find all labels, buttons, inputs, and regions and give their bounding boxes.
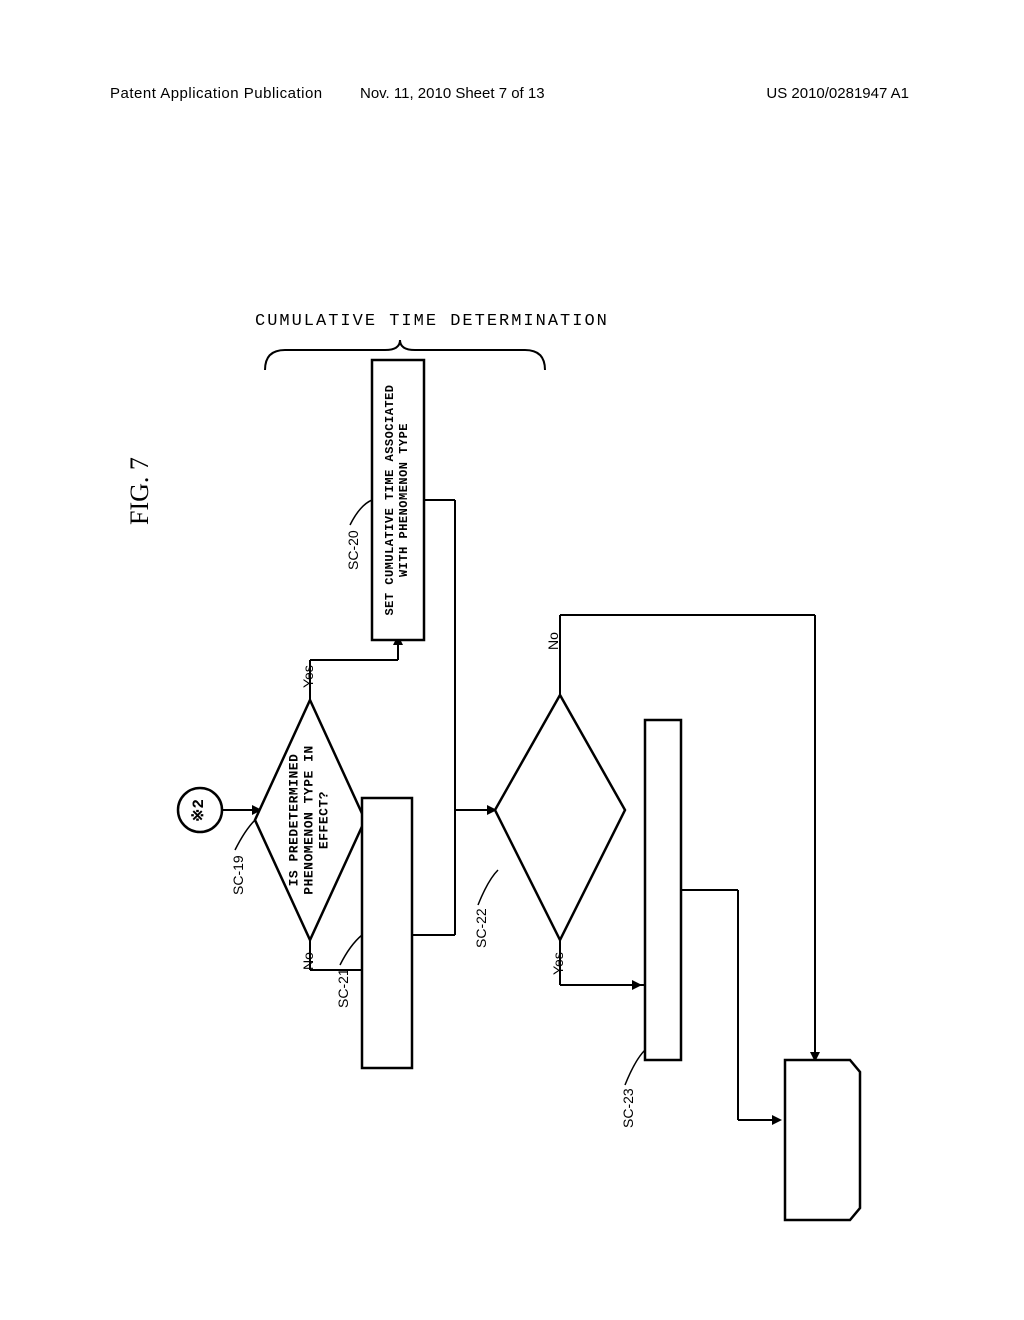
page-container: Patent Application Publication Nov. 11, … (0, 0, 1024, 1320)
flow-svg (0, 0, 1024, 1320)
